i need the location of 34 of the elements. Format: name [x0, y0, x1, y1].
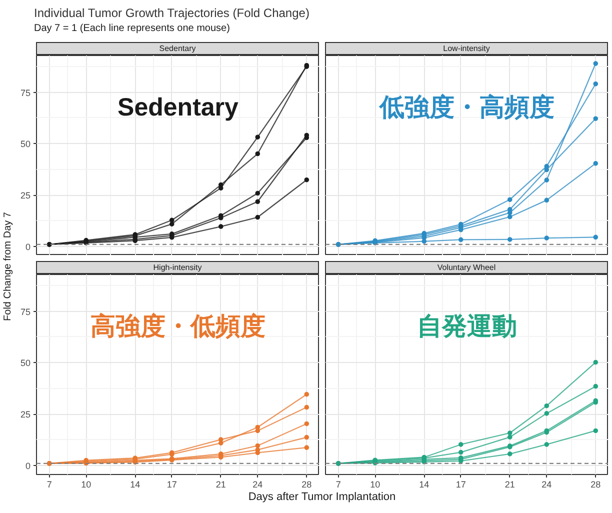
x-axis-title: Days after Tumor Implantation: [248, 490, 396, 504]
x-tick-label: 14: [419, 480, 430, 490]
y-tick-label: 0: [25, 242, 31, 252]
x-tick-label: 24: [542, 480, 552, 490]
chart-title: Voluntary Wheel: [437, 262, 496, 273]
y-tick-label: 50: [20, 139, 31, 150]
x-tick-label: 21: [216, 480, 226, 490]
chart-title: High-intensity: [153, 262, 202, 273]
x-tick-label: 24: [252, 480, 263, 490]
chart-title: Low-intensity: [443, 43, 490, 54]
x-tick-label: 7: [46, 480, 52, 490]
y-tick-label: 0: [25, 460, 31, 471]
y-axis-title: Fold Change from Day 7: [2, 212, 14, 321]
y-tick-label: 25: [20, 410, 31, 420]
x-tick-label: 17: [456, 480, 466, 490]
annotation: Sedentary: [118, 94, 239, 122]
text: Individual Tumor Growth Trajectories (Fold Change): [34, 5, 310, 22]
x-tick-label: 10: [81, 480, 92, 490]
y-tick-label: 25: [20, 190, 31, 201]
x-tick-label: 14: [130, 480, 140, 490]
text: Day 7 = 1 (Each line represents one mouse): [34, 22, 230, 36]
annotation: 低強度・高頻度: [378, 94, 554, 122]
y-tick-label: 50: [20, 358, 31, 368]
annotation: 高強度・低頻度: [90, 312, 266, 340]
x-tick-label: 21: [504, 480, 515, 490]
y-tick-label: 75: [20, 88, 31, 98]
y-tick-label: 75: [20, 306, 31, 317]
annotation: 自発運動: [417, 312, 517, 340]
x-tick-label: 17: [166, 480, 177, 490]
x-tick-label: 10: [370, 480, 380, 490]
chart-title: Sedentary: [159, 43, 196, 54]
x-tick-label: 28: [302, 480, 312, 490]
x-tick-label: 28: [590, 480, 601, 490]
x-tick-label: 7: [336, 480, 341, 490]
